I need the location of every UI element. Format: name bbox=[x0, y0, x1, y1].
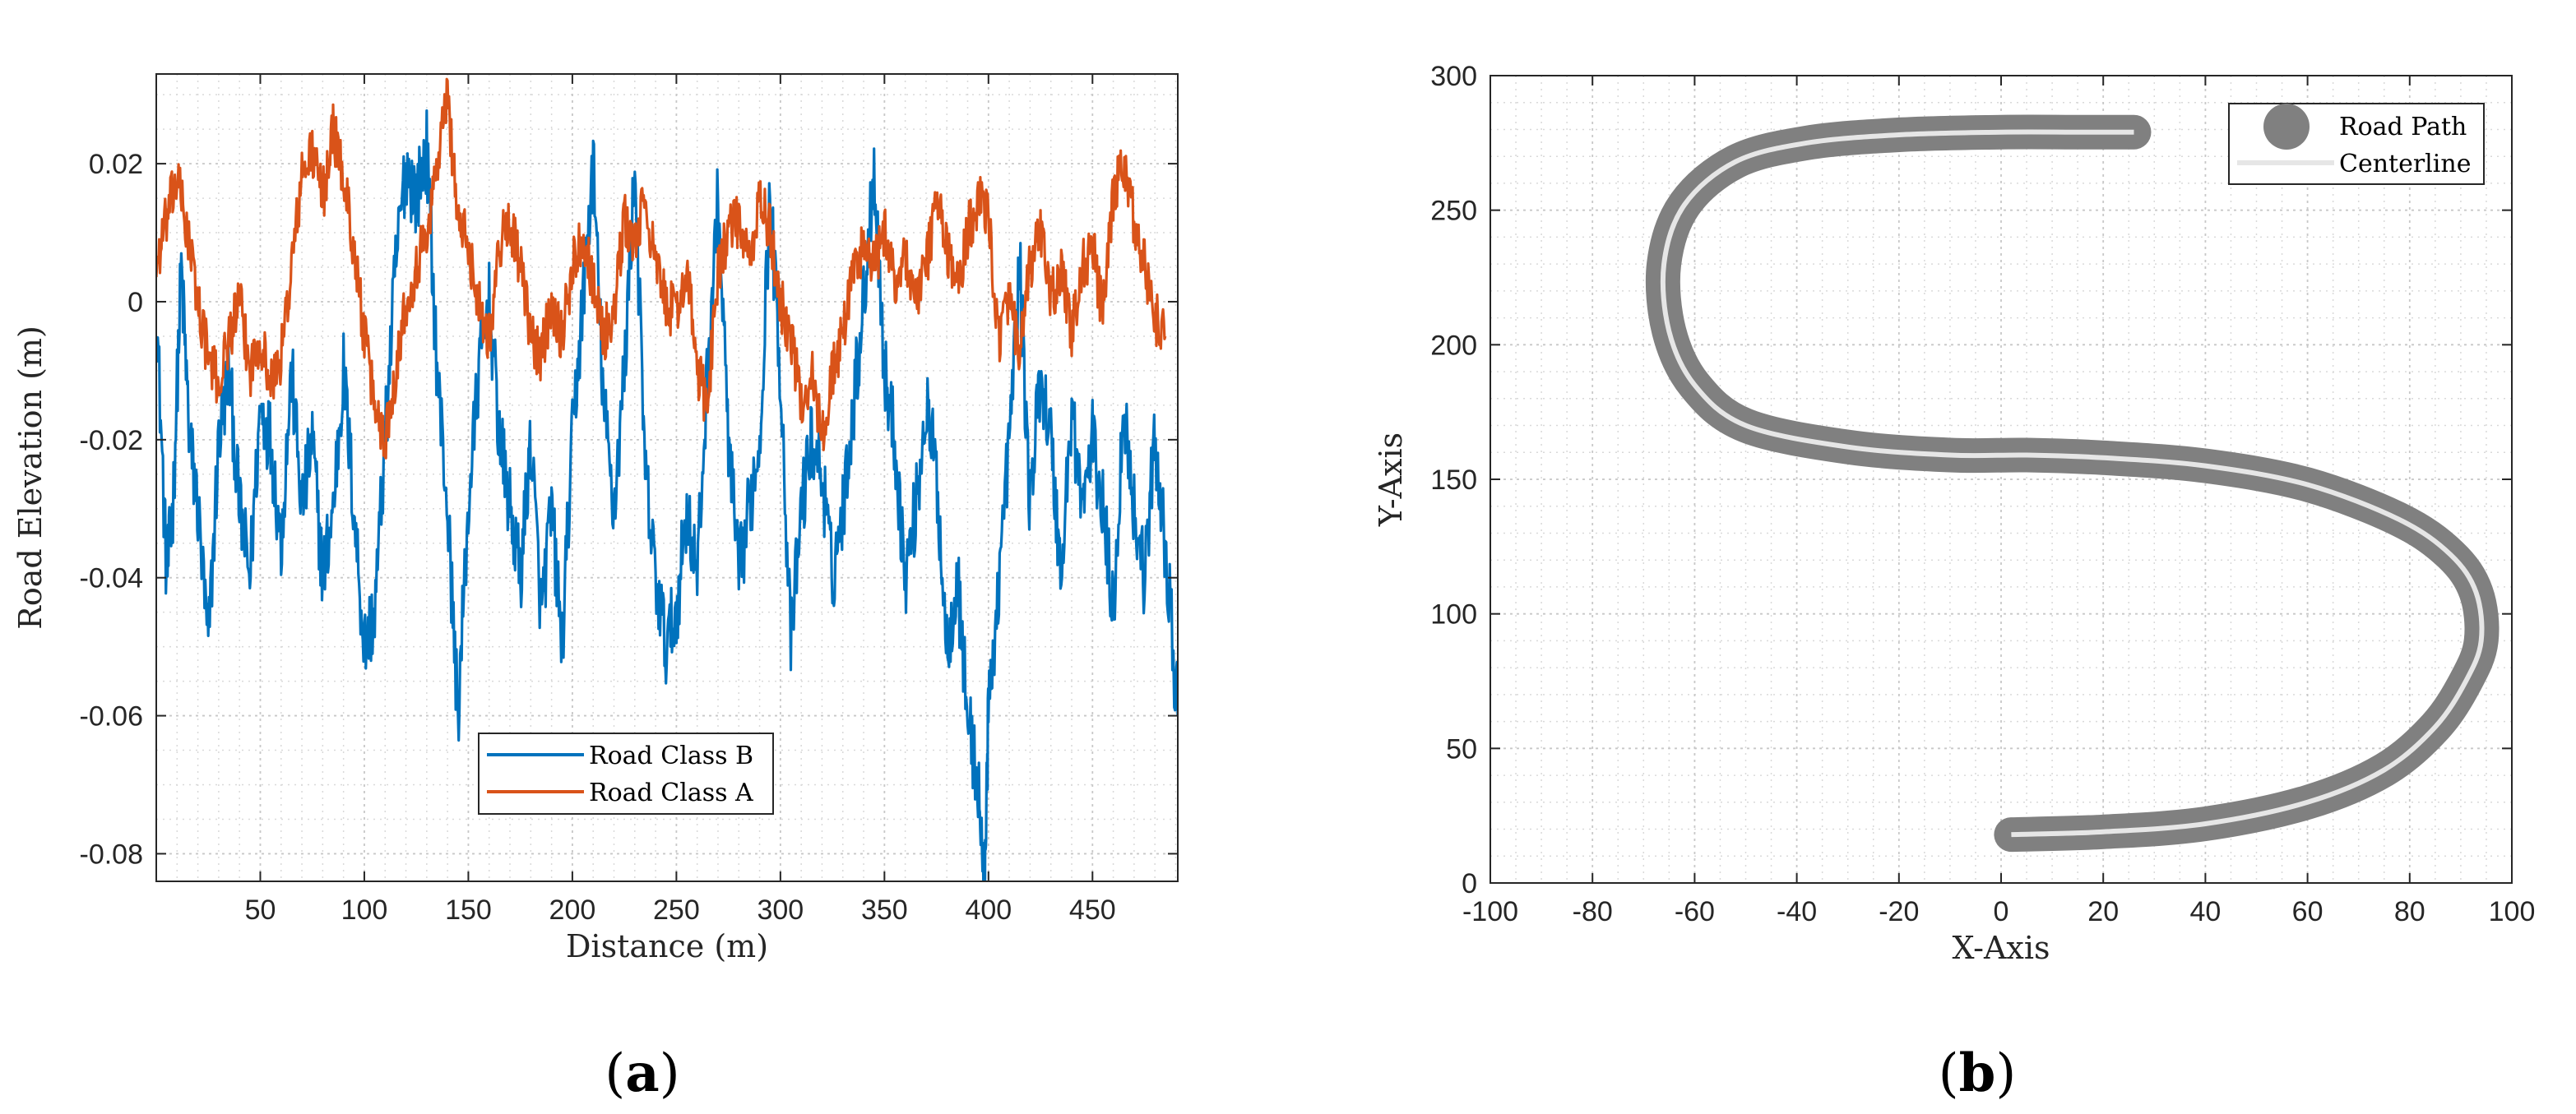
panel-label-b: (b) bbox=[1939, 1042, 2017, 1104]
y-tick-label: -0.08 bbox=[80, 839, 144, 870]
x-tick-label: 40 bbox=[2189, 896, 2221, 927]
x-tick-label: 0 bbox=[1994, 896, 2009, 927]
y-tick-label: 300 bbox=[1430, 61, 1477, 92]
chart-b-legend: Road Path Centerline bbox=[2228, 103, 2485, 185]
chart-a-legend-box bbox=[478, 733, 774, 815]
x-tick-label: -20 bbox=[1879, 896, 1919, 927]
series-line-road-class-b bbox=[156, 109, 1178, 881]
x-tick-label: 100 bbox=[341, 894, 388, 926]
y-tick-label: 250 bbox=[1430, 196, 1477, 227]
y-tick-label: 200 bbox=[1430, 330, 1477, 361]
chart-panel-a: 50 100 150 200 250 300 350 400 450 -0.08 -0.06 -0.0… bbox=[12, 73, 1179, 1104]
chart-a-axes-box bbox=[155, 73, 1179, 882]
y-tick-label: 100 bbox=[1430, 599, 1477, 631]
x-tick-label: 60 bbox=[2292, 896, 2323, 927]
series-line-centerline bbox=[1660, 129, 2485, 838]
x-tick-label: -80 bbox=[1573, 896, 1613, 927]
chart-b-series bbox=[1645, 114, 2500, 853]
x-tick-label: -40 bbox=[1777, 896, 1817, 927]
y-tick-label: -0.02 bbox=[80, 425, 144, 456]
x-tick-label: 450 bbox=[1069, 894, 1116, 926]
y-tick-label: -0.04 bbox=[80, 563, 144, 594]
series-line-road-class-a bbox=[156, 77, 1167, 460]
chart-a-series bbox=[156, 77, 1178, 881]
x-tick-label: 100 bbox=[2489, 896, 2536, 927]
chart-a-legend: Road Class B Road Class A bbox=[478, 733, 774, 815]
y-tick-label: 0 bbox=[127, 287, 143, 318]
chart-a-y-axis-title: Road Elevation (m) bbox=[12, 326, 49, 630]
chart-b-y-axis-title: Y-Axis bbox=[1373, 432, 1409, 527]
x-tick-label: 200 bbox=[549, 894, 596, 926]
x-tick-label: 250 bbox=[653, 894, 700, 926]
y-tick-label: 150 bbox=[1430, 465, 1477, 496]
y-tick-label: 0 bbox=[1462, 868, 1477, 899]
chart-b-grid bbox=[1490, 75, 2513, 884]
y-tick-label: 0.02 bbox=[89, 149, 143, 180]
y-tick-label: 50 bbox=[1446, 733, 1477, 765]
legend-label-road-class-a: Road Class A bbox=[589, 779, 753, 807]
chart-b-ticks: -100 -80 -60 -40 -20 0 20 40 60 80 100 0 50 100 150 200… bbox=[1430, 61, 2535, 927]
x-tick-label: -60 bbox=[1675, 896, 1715, 927]
y-tick-label: -0.06 bbox=[80, 701, 144, 733]
x-tick-label: 350 bbox=[861, 894, 908, 926]
x-tick-label: 400 bbox=[965, 894, 1012, 926]
x-tick-label: 20 bbox=[2087, 896, 2119, 927]
legend-swatch-road-path bbox=[2263, 104, 2310, 150]
x-tick-label: 50 bbox=[245, 894, 276, 926]
x-tick-label: -100 bbox=[1462, 896, 1518, 927]
chart-a-x-axis-title: Distance (m) bbox=[566, 928, 768, 964]
x-tick-label: 300 bbox=[757, 894, 804, 926]
x-tick-label: 80 bbox=[2394, 896, 2425, 927]
x-tick-label: 150 bbox=[445, 894, 492, 926]
legend-label-road-path: Road Path bbox=[2339, 113, 2467, 141]
chart-panel-b: -100 -80 -60 -40 -20 0 20 40 60 80 100 0 50 100 150 200… bbox=[1373, 61, 2535, 1104]
chart-b-x-axis-title: X-Axis bbox=[1952, 930, 2050, 966]
legend-label-centerline: Centerline bbox=[2339, 150, 2471, 178]
legend-label-road-class-b: Road Class B bbox=[589, 742, 753, 770]
panel-label-a: (a) bbox=[605, 1042, 679, 1104]
chart-a-ticks: 50 100 150 200 250 300 350 400 450 -0.08 -0.06 -0.0… bbox=[80, 74, 1178, 926]
